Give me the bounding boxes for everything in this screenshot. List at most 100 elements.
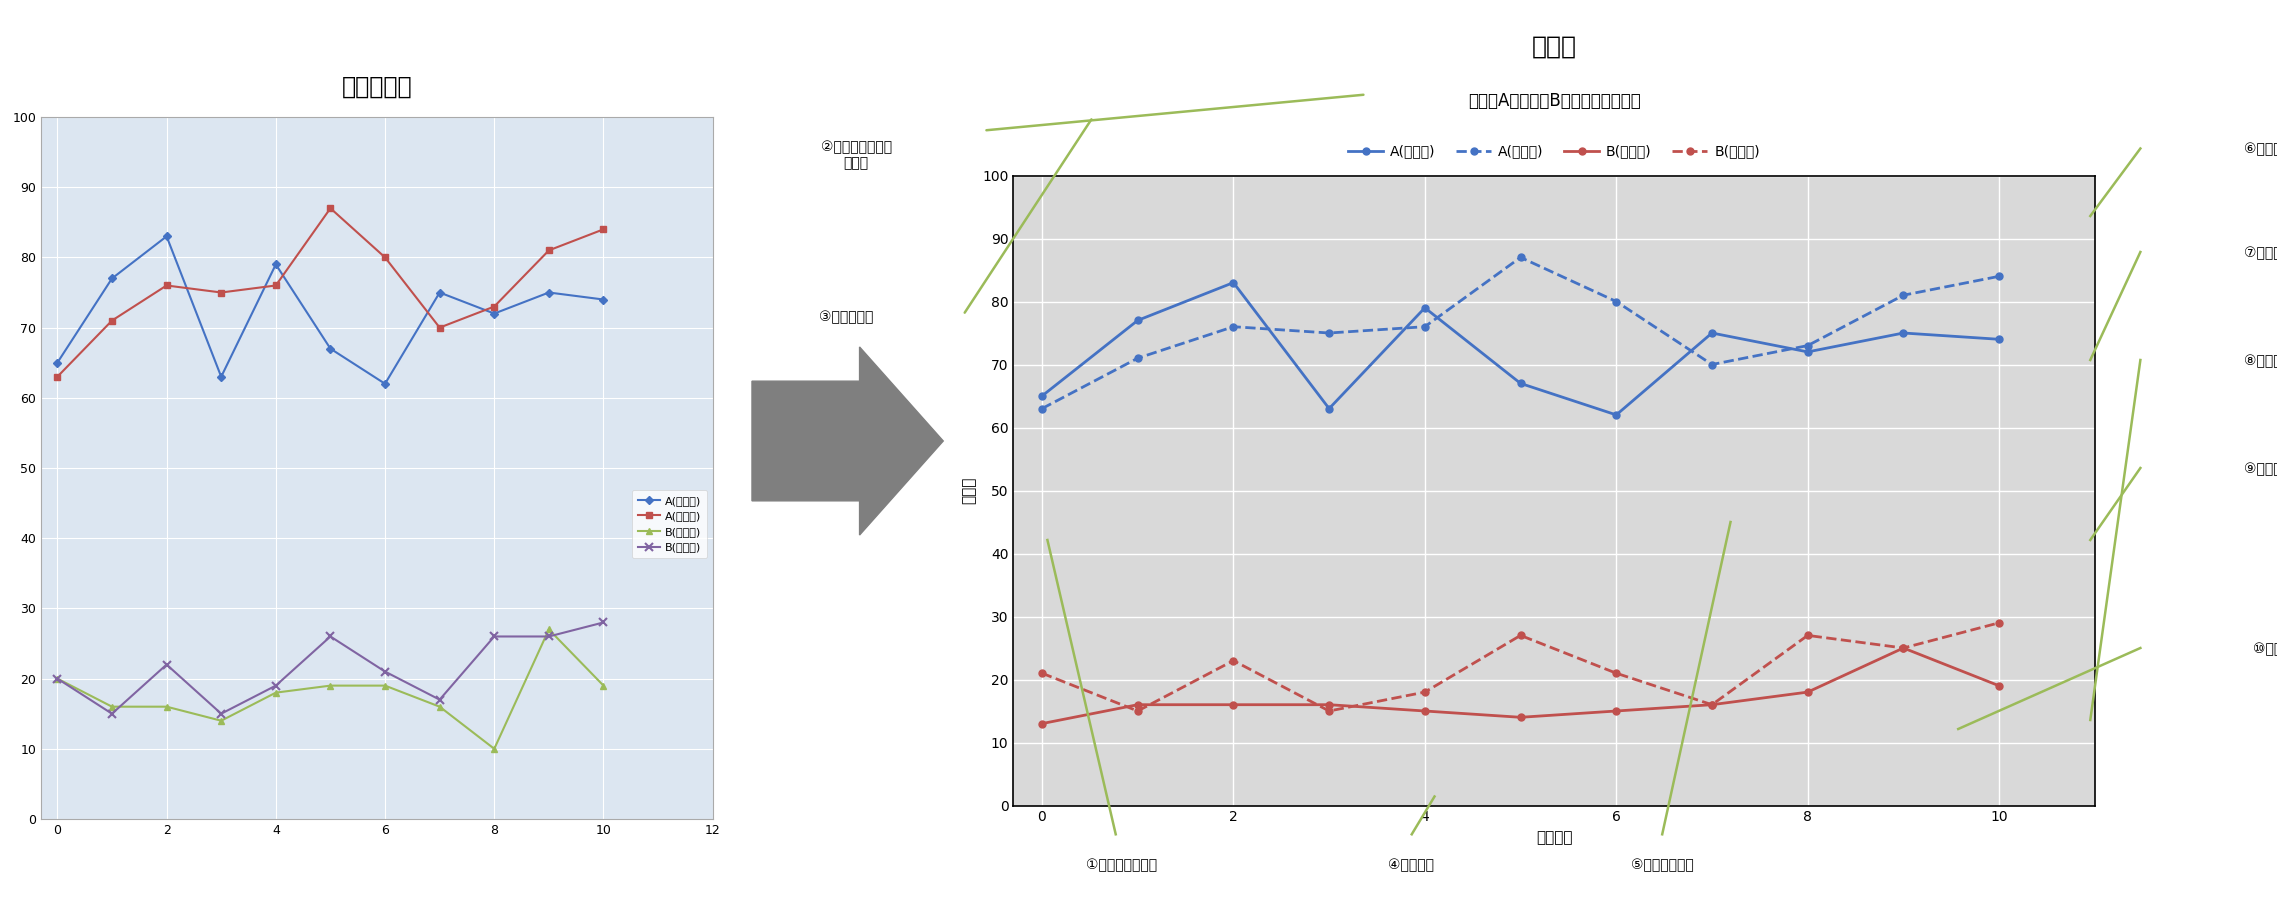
- A(変更後): [317, 202, 344, 213]
- A(変更前): [1220, 277, 1248, 288]
- Line: A(変更前): A(変更前): [1038, 279, 2001, 418]
- A(変更前): [590, 294, 617, 305]
- B(変更後): [1125, 706, 1152, 716]
- B(変更前): [317, 680, 344, 691]
- B(変更前): [535, 624, 562, 634]
- A(変更後): [1699, 359, 1726, 370]
- Text: データAとデータBの変更前後の比較: データAとデータBの変更前後の比較: [1469, 92, 1639, 110]
- B(変更後): [1699, 699, 1726, 710]
- A(変更後): [1125, 353, 1152, 364]
- B(変更前): [1316, 699, 1343, 710]
- B(変更前): [1507, 712, 1535, 723]
- B(変更前): [262, 688, 289, 698]
- B(変更前): [1890, 643, 1917, 653]
- A(変更前): [1412, 302, 1439, 313]
- A(変更後): [98, 315, 125, 326]
- Line: A(変更後): A(変更後): [55, 205, 608, 380]
- A(変更前): [426, 287, 453, 298]
- B(変更前): [590, 680, 617, 691]
- B(変更前): [1220, 699, 1248, 710]
- A(変更後): [535, 245, 562, 256]
- A(変更前): [371, 378, 398, 389]
- Line: B(変更前): B(変更前): [55, 626, 608, 752]
- B(変更後): [480, 631, 508, 642]
- A(変更後): [1029, 403, 1057, 414]
- B(変更後): [371, 666, 398, 677]
- A(変更後): [1507, 252, 1535, 263]
- Legend: A(変更前), A(変更後), B(変更前), B(変更後): A(変更前), A(変更後), B(変更前), B(変更後): [1343, 139, 1765, 164]
- B(変更後): [1029, 668, 1057, 679]
- A(変更前): [262, 259, 289, 270]
- A(変更前): [1699, 328, 1726, 338]
- B(変更後): [153, 659, 180, 670]
- B(変更後): [1794, 630, 1822, 641]
- A(変更前): [1603, 410, 1630, 420]
- Text: デフォルト: デフォルト: [342, 75, 412, 99]
- Line: A(変更前): A(変更前): [55, 234, 606, 386]
- A(変更後): [590, 224, 617, 235]
- A(変更後): [371, 252, 398, 263]
- B(変更後): [1412, 687, 1439, 698]
- B(変更前): [1412, 706, 1439, 716]
- B(変更前): [1125, 699, 1152, 710]
- A(変更後): [153, 280, 180, 291]
- Line: B(変更前): B(変更前): [1038, 644, 2001, 727]
- A(変更前): [153, 231, 180, 242]
- B(変更前): [207, 716, 235, 726]
- FancyArrow shape: [751, 347, 943, 535]
- B(変更前): [480, 743, 508, 754]
- A(変更後): [1220, 321, 1248, 332]
- Line: B(変更後): B(変更後): [52, 618, 608, 718]
- B(変更後): [1316, 706, 1343, 716]
- A(変更後): [480, 302, 508, 312]
- A(変更前): [535, 287, 562, 298]
- B(変更前): [153, 701, 180, 712]
- B(変更前): [43, 673, 71, 684]
- B(変更後): [317, 631, 344, 642]
- A(変更前): [1890, 328, 1917, 338]
- A(変更後): [262, 280, 289, 291]
- Line: A(変更後): A(変更後): [1038, 254, 2001, 412]
- B(変更後): [590, 617, 617, 628]
- B(変更前): [1794, 687, 1822, 698]
- Text: ⑧横軸の変更: ⑧横軸の変更: [2245, 354, 2277, 368]
- B(変更前): [98, 701, 125, 712]
- Text: ⑦縦軸の変更: ⑦縦軸の変更: [2245, 246, 2277, 260]
- B(変更後): [1986, 617, 2013, 628]
- A(変更前): [480, 308, 508, 319]
- A(変更前): [1507, 378, 1535, 389]
- Text: ②グラフタイトル
の追加: ②グラフタイトル の追加: [820, 140, 893, 170]
- A(変更後): [1890, 290, 1917, 301]
- Text: 変更後: 変更後: [1532, 34, 1576, 58]
- A(変更後): [1412, 321, 1439, 332]
- X-axis label: データ数: データ数: [1535, 830, 1573, 845]
- B(変更後): [262, 680, 289, 691]
- Text: ⑥背景の変更: ⑥背景の変更: [2245, 142, 2277, 157]
- A(変更前): [1316, 403, 1343, 414]
- Y-axis label: データ: データ: [961, 477, 977, 504]
- A(変更前): [43, 357, 71, 368]
- B(変更前): [1029, 718, 1057, 729]
- Text: ⑩フォントの変更: ⑩フォントの変更: [2252, 642, 2277, 656]
- Text: ①軸ラベルの追加: ①軸ラベルの追加: [1086, 858, 1157, 872]
- B(変更後): [1220, 655, 1248, 666]
- B(変更前): [1986, 680, 2013, 691]
- B(変更後): [535, 631, 562, 642]
- Legend: A(変更前), A(変更後), B(変更前), B(変更後): A(変更前), A(変更後), B(変更前), B(変更後): [633, 491, 708, 558]
- B(変更後): [1890, 643, 1917, 653]
- B(変更後): [1603, 668, 1630, 679]
- A(変更前): [317, 343, 344, 354]
- B(変更後): [207, 708, 235, 719]
- Text: ③凡例の追加: ③凡例の追加: [820, 310, 872, 324]
- B(変更前): [1699, 699, 1726, 710]
- B(変更後): [1507, 630, 1535, 641]
- A(変更前): [1029, 391, 1057, 401]
- B(変更後): [98, 708, 125, 719]
- B(変更前): [1603, 706, 1630, 716]
- B(変更後): [43, 673, 71, 684]
- A(変更後): [1603, 296, 1630, 307]
- Text: ⑨枠線の追加: ⑨枠線の追加: [2245, 462, 2277, 476]
- Line: B(変更後): B(変更後): [1038, 619, 2001, 715]
- B(変更後): [426, 694, 453, 705]
- Text: ⑤グラフの変更: ⑤グラフの変更: [1630, 858, 1694, 872]
